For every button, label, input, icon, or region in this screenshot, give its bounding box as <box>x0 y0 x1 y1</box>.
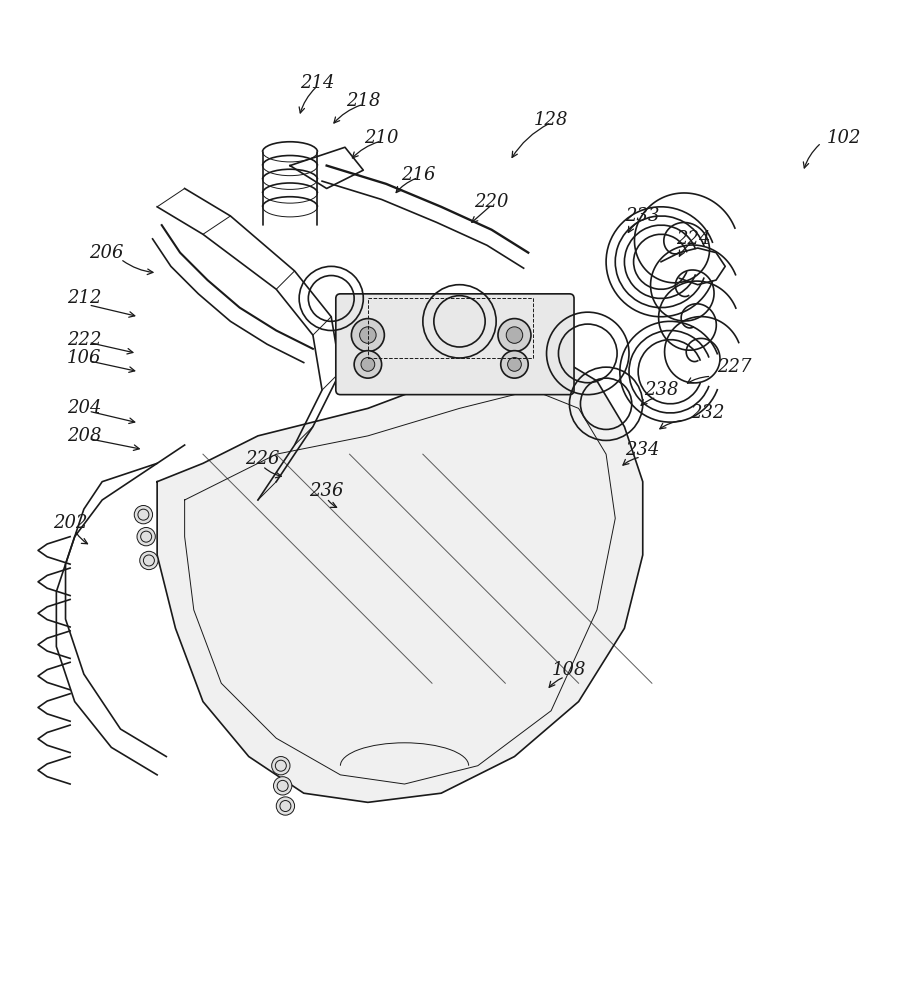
Text: 233: 233 <box>626 207 660 225</box>
Text: 106: 106 <box>66 349 101 367</box>
Text: 208: 208 <box>66 427 101 445</box>
Circle shape <box>361 358 375 371</box>
Circle shape <box>507 358 521 371</box>
Text: 108: 108 <box>552 661 586 679</box>
Circle shape <box>359 327 376 343</box>
Circle shape <box>140 551 158 570</box>
Circle shape <box>277 797 295 815</box>
Circle shape <box>354 351 381 378</box>
Text: 224: 224 <box>675 230 710 248</box>
Circle shape <box>137 527 155 546</box>
Text: 236: 236 <box>310 482 344 500</box>
Circle shape <box>134 505 153 524</box>
Text: 102: 102 <box>827 129 862 147</box>
Text: 232: 232 <box>689 404 724 422</box>
Text: 128: 128 <box>534 111 568 129</box>
Text: 214: 214 <box>301 74 335 92</box>
Text: 218: 218 <box>346 92 380 110</box>
Text: 226: 226 <box>245 450 279 468</box>
Text: 238: 238 <box>644 381 678 399</box>
Circle shape <box>274 777 292 795</box>
Text: 222: 222 <box>66 331 101 349</box>
Text: 206: 206 <box>89 244 124 262</box>
Circle shape <box>498 319 531 352</box>
Circle shape <box>506 327 523 343</box>
Bar <box>368 298 533 358</box>
Polygon shape <box>157 353 642 802</box>
Text: 227: 227 <box>717 358 752 376</box>
Text: 212: 212 <box>66 289 101 307</box>
Text: 204: 204 <box>66 399 101 417</box>
Circle shape <box>351 319 384 352</box>
Text: 202: 202 <box>53 514 87 532</box>
Text: 210: 210 <box>364 129 399 147</box>
Text: 220: 220 <box>474 193 509 211</box>
Text: 234: 234 <box>626 441 660 459</box>
FancyBboxPatch shape <box>335 294 574 395</box>
Circle shape <box>272 757 290 775</box>
Text: 216: 216 <box>401 166 436 184</box>
Circle shape <box>501 351 528 378</box>
